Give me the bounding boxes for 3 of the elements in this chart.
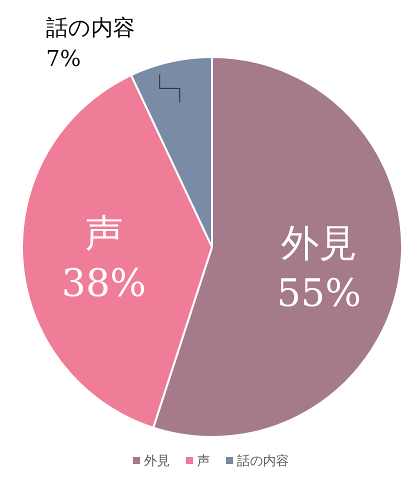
legend-label: 外見 xyxy=(144,454,170,469)
legend-label: 声 xyxy=(197,454,210,469)
legend-label: 話の内容 xyxy=(237,453,289,469)
